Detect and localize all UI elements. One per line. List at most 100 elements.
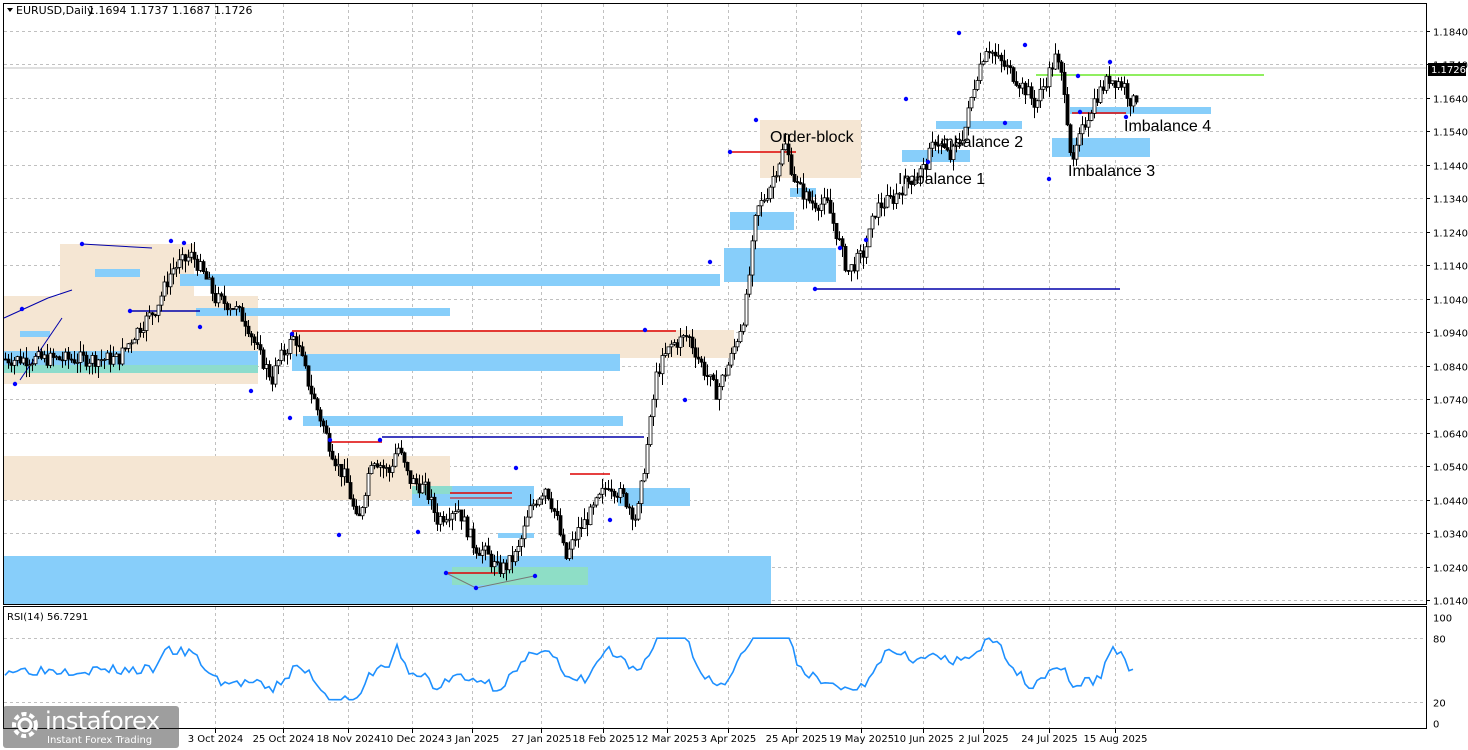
swing-point bbox=[1123, 114, 1129, 120]
candle-body bbox=[417, 483, 422, 494]
candle-body bbox=[498, 562, 503, 574]
candle-body bbox=[60, 359, 65, 362]
candle-body bbox=[744, 293, 749, 326]
candle-body bbox=[489, 553, 494, 568]
candle-body bbox=[1116, 81, 1121, 88]
x-tick-label: 2 Jul 2025 bbox=[958, 734, 1008, 745]
candle-body bbox=[654, 371, 659, 400]
candle-body bbox=[819, 203, 824, 211]
candle-body bbox=[987, 51, 992, 53]
order-block-zone bbox=[292, 330, 734, 358]
candle-body bbox=[219, 293, 224, 297]
candle-body bbox=[177, 259, 182, 268]
candle-body bbox=[753, 215, 758, 242]
y-tick-label: 1.1340 bbox=[1433, 195, 1468, 206]
candle-body bbox=[285, 352, 290, 356]
candle-body bbox=[75, 362, 80, 364]
candle-body bbox=[1050, 67, 1055, 70]
candle-body bbox=[921, 164, 926, 170]
candle-body bbox=[591, 504, 596, 508]
candle-body bbox=[711, 374, 716, 380]
candle-body bbox=[1086, 120, 1091, 128]
candle-body bbox=[873, 215, 878, 218]
candle-body bbox=[27, 364, 32, 367]
candle-body bbox=[663, 353, 668, 356]
symbol-dropdown-icon[interactable] bbox=[7, 8, 13, 12]
candle-body bbox=[975, 80, 980, 90]
candle-body bbox=[471, 528, 476, 549]
candle-body bbox=[387, 467, 392, 473]
candle-body bbox=[279, 349, 284, 361]
candle-body bbox=[1035, 100, 1040, 108]
candle-body bbox=[831, 212, 836, 224]
x-tick-label: 10 Dec 2024 bbox=[381, 734, 445, 745]
candle-body bbox=[903, 177, 908, 196]
swing-point bbox=[837, 245, 843, 251]
swing-point bbox=[19, 306, 25, 312]
candle-body bbox=[132, 339, 137, 344]
candle-body bbox=[996, 54, 1001, 57]
annotation-imbalance-3: Imbalance 3 bbox=[1068, 163, 1155, 180]
candle-body bbox=[759, 200, 764, 207]
imbalance-zone-2 bbox=[936, 121, 1022, 129]
candle-body bbox=[828, 199, 833, 214]
rsi-label: RSI(14) 56.7291 bbox=[7, 612, 88, 623]
candle-body bbox=[255, 342, 260, 345]
candle-body bbox=[261, 349, 266, 369]
candle-body bbox=[747, 274, 752, 295]
swing-point bbox=[1107, 59, 1113, 65]
candle-body bbox=[54, 356, 59, 359]
candle-body bbox=[585, 519, 590, 526]
candle-body bbox=[543, 488, 548, 497]
candle-body bbox=[837, 238, 842, 241]
candle-body bbox=[429, 496, 434, 500]
swing-point bbox=[513, 465, 519, 471]
symbol-label: EURUSD,Daily bbox=[16, 4, 94, 17]
candle-body bbox=[246, 325, 251, 335]
swing-markers bbox=[12, 30, 1129, 591]
candle-body bbox=[612, 490, 617, 497]
candle-body bbox=[363, 495, 368, 508]
candle-body bbox=[477, 552, 482, 556]
y-tick-label: 1.0240 bbox=[1433, 564, 1468, 575]
candle-body bbox=[153, 314, 158, 317]
candle-body bbox=[567, 548, 572, 559]
imbalance-zone-1 bbox=[902, 150, 970, 162]
watermark-tagline: Instant Forex Trading bbox=[47, 735, 153, 746]
candle-body bbox=[249, 333, 254, 338]
imbalance-zone bbox=[292, 354, 620, 371]
swing-point bbox=[727, 149, 733, 155]
candle-body bbox=[426, 481, 431, 500]
candle-body bbox=[69, 358, 74, 361]
y-tick-label: 1.0140 bbox=[1433, 597, 1468, 608]
candle-body bbox=[144, 315, 149, 331]
candle-body bbox=[162, 281, 167, 297]
candle-body bbox=[204, 271, 209, 280]
candle-body bbox=[159, 295, 164, 306]
rsi-level-label: 20 bbox=[1433, 699, 1446, 710]
candle-body bbox=[30, 363, 35, 366]
candle-body bbox=[1011, 67, 1016, 82]
imbalance-zone bbox=[20, 331, 50, 337]
candle-body bbox=[336, 463, 341, 467]
candle-body bbox=[129, 342, 134, 345]
candle-body bbox=[432, 496, 437, 514]
annotation-imbalance-4: Imbalance 4 bbox=[1124, 118, 1211, 135]
candle-body bbox=[1008, 65, 1013, 69]
candle-body bbox=[111, 356, 116, 365]
candle-body bbox=[459, 509, 464, 522]
candle-body bbox=[231, 307, 236, 310]
swing-point bbox=[642, 327, 648, 333]
swing-point bbox=[1002, 120, 1008, 126]
candle-body bbox=[210, 277, 215, 294]
candle-body bbox=[804, 191, 809, 200]
y-tick-label: 1.0940 bbox=[1433, 329, 1468, 340]
candle-body bbox=[93, 355, 98, 367]
swing-point bbox=[1046, 176, 1052, 182]
order-block-zone bbox=[760, 120, 861, 178]
candle-body bbox=[825, 197, 830, 201]
candle-body bbox=[195, 258, 200, 271]
candle-body bbox=[186, 256, 191, 262]
candle-body bbox=[609, 488, 614, 492]
